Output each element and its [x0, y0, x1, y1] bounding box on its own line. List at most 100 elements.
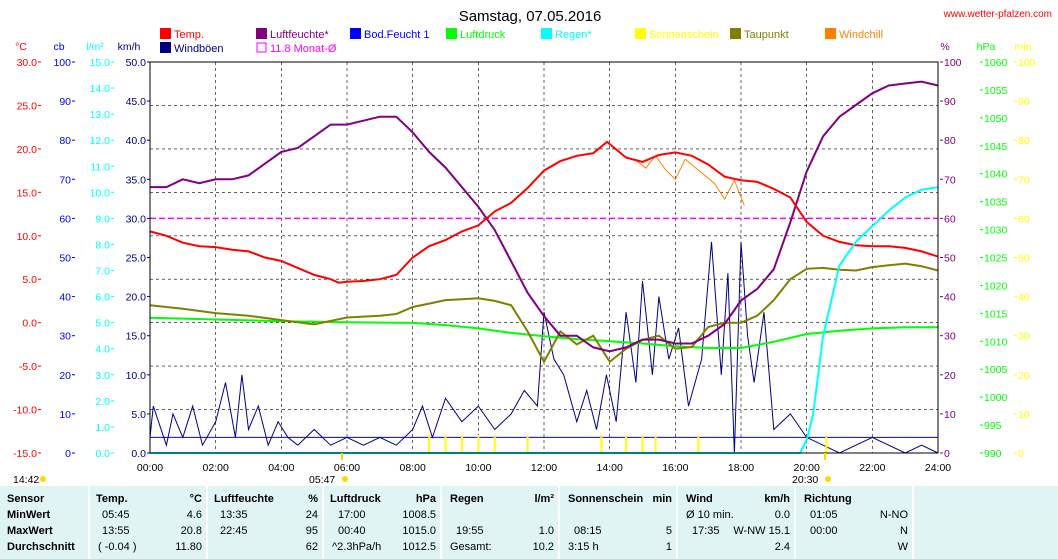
pressure-tick-label: 1030 — [984, 225, 1008, 237]
x-tick-label: 16:00 — [662, 462, 688, 474]
pressure-tick-label: 1010 — [984, 336, 1008, 348]
hum-min-val: 24 — [305, 509, 318, 521]
site-url[interactable]: www.wetter-pfalzen.com — [943, 9, 1052, 20]
legend-swatch-gust — [160, 42, 171, 53]
sun-axis-unit: min — [1015, 41, 1032, 53]
legend-label-gust: Windböen — [174, 43, 224, 55]
temp-tick-label: 15.0 — [17, 187, 38, 199]
temp-tick-label: 10.0 — [17, 231, 38, 243]
sun-tick-label: 10 — [1018, 409, 1030, 421]
soil-tick-label: 30 — [59, 331, 71, 343]
x-tick-label: 12:00 — [531, 462, 557, 474]
rain-tick-label: 12.0 — [90, 135, 111, 147]
row-label-min: MinWert — [7, 509, 51, 521]
dir-max-val: N — [900, 525, 908, 537]
soil-tick-label: 0 — [65, 448, 71, 460]
plot-frame — [149, 61, 939, 454]
pressure-tick-label: 1055 — [984, 85, 1008, 97]
wind-min-val: 0.0 — [774, 509, 790, 521]
humidity-tick-label: 70 — [944, 174, 956, 186]
soil-tick-label: 60 — [59, 213, 71, 225]
humidity-tick-label: 60 — [944, 213, 956, 225]
x-tick-label: 24:00 — [925, 462, 951, 474]
col-labels: Sensor MinWert MaxWert Durchschnitt — [0, 486, 88, 559]
sun-tick-label: 40 — [1018, 292, 1030, 304]
rain-tick-label: 9.0 — [95, 213, 110, 225]
wind-max-time: 17:35 — [692, 525, 720, 537]
gust-series-line — [149, 241, 939, 454]
pressure-tick-label: 1000 — [984, 392, 1008, 404]
wind-tick-label: 10.0 — [126, 370, 147, 382]
x-tick-label: 22:00 — [859, 462, 885, 474]
rain-unit: l/m² — [534, 493, 554, 505]
soil-tick-label: 40 — [59, 292, 71, 304]
rain-tick-label: 2.0 — [95, 396, 110, 408]
pressure-axis-unit: hPa — [977, 41, 996, 53]
time-marker-dot — [825, 476, 831, 482]
sun-tick-label: 50 — [1018, 253, 1030, 265]
press-head: Luftdruck — [330, 493, 381, 505]
press-avg-trend: ^2.3hPa/h — [332, 541, 382, 553]
legend-swatch-monthavg — [256, 42, 267, 53]
legend-swatch-windchill — [825, 28, 836, 39]
time-marker-dot — [40, 476, 46, 482]
wind-tick-label: 50.0 — [126, 57, 147, 69]
temp-head: Temp. — [96, 493, 128, 505]
hum-avg-val: 62 — [305, 541, 318, 553]
press-avg-val: 1012.5 — [402, 541, 436, 553]
legend: Temp. Windböen Luftfeuchte* 11.8 Monat-Ø Bod… — [160, 28, 883, 55]
humidity-tick-label: 30 — [944, 331, 956, 343]
summary-table: Sensor MinWert MaxWert Durchschnitt Temp… — [0, 486, 1058, 559]
wind-unit: km/h — [764, 493, 790, 505]
legend-label-humidity: Luftfeuchte* — [270, 29, 329, 41]
temp-tick-label: 25.0 — [17, 100, 38, 112]
pressure-tick-label: 990 — [984, 448, 1002, 460]
soil-axis-unit: cb — [53, 41, 64, 53]
wind-tick-label: 20.0 — [126, 292, 147, 304]
x-tick-label: 14:00 — [597, 462, 623, 474]
rain-axis-unit: l/m² — [86, 41, 104, 53]
temp-max-time: 13:55 — [102, 525, 130, 537]
sun-bar — [460, 435, 463, 453]
rain-total-val: 10.2 — [532, 541, 554, 553]
sun-tick-label: 90 — [1018, 96, 1030, 108]
sun-max-val: 5 — [665, 525, 672, 537]
bottom-markers: 14:42 05:47 20:30 — [13, 453, 831, 486]
wind-tick-label: 45.0 — [126, 96, 147, 108]
pressure-tick-label: 1020 — [984, 280, 1008, 292]
pressure-tick-label: 1045 — [984, 141, 1008, 153]
pressure-tick-label: 1050 — [984, 113, 1008, 125]
legend-label-rain: Regen* — [555, 29, 592, 41]
soil-tick-label: 10 — [59, 409, 71, 421]
row-label-sensor: Sensor — [7, 493, 45, 505]
sun-tick-label: 60 — [1018, 213, 1030, 225]
humidity-tick-label: 80 — [944, 135, 956, 147]
series-layer — [149, 80, 939, 454]
legend-label-soil: Bod.Feucht 1 — [364, 29, 429, 41]
hum-min-time: 13:35 — [220, 509, 248, 521]
legend-label-windchill: Windchill — [839, 29, 883, 41]
soil-tick-label: 100 — [53, 57, 71, 69]
x-tick-label: 20:00 — [794, 462, 820, 474]
humidity-tick-label: 0 — [944, 448, 950, 460]
weather-chart: Samstag, 07.05.2016 www.wetter-pfalzen.c… — [13, 8, 1052, 486]
col-empty — [912, 486, 1058, 559]
sun-total-val: 1 — [665, 541, 672, 553]
hum-max-time: 22:45 — [220, 525, 248, 537]
sun-bar — [526, 435, 529, 453]
temp-avg-val: 11.80 — [175, 541, 202, 553]
pressure-tick-label: 1015 — [984, 308, 1008, 320]
col-wind: Wind km/h Ø 10 min. 0.0 17:35 W-NW 15.1 … — [676, 486, 796, 559]
wind-axis-unit: km/h — [118, 41, 141, 53]
x-axis-ticks: 00:00 02:00 04:00 06:00 08:00 10:00 12:00 14:00… — [137, 462, 951, 474]
sun-bar — [625, 435, 628, 453]
dir-max-time: 00:00 — [810, 525, 838, 537]
temp-series-line — [149, 140, 939, 284]
wind-tick-label: 0.0 — [131, 448, 146, 460]
press-unit: hPa — [415, 493, 436, 505]
temp-unit: °C — [189, 493, 202, 505]
rain-tick-label: 7.0 — [95, 266, 110, 278]
col-sun: Sonnenschein min 08:15 5 3:15 h 1 — [558, 486, 678, 559]
humidity-tick-label: 40 — [944, 292, 956, 304]
soil-tick-label: 80 — [59, 135, 71, 147]
